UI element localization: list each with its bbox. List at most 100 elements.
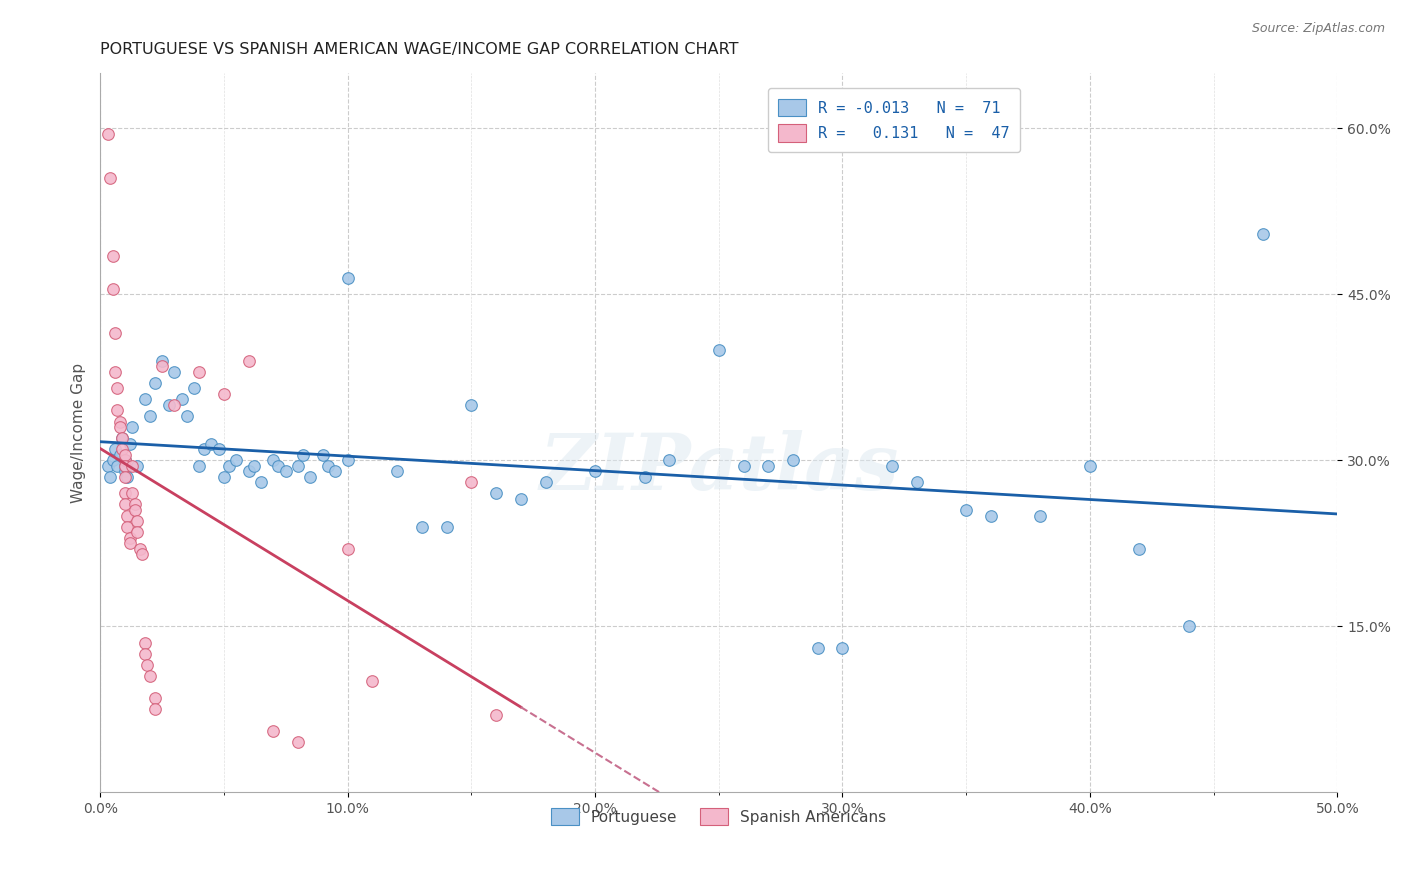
Point [485, 486, 508, 500]
Point [509, 491, 531, 506]
Point [880, 458, 903, 473]
Point [104, 365, 127, 379]
Point [183, 381, 205, 395]
Point [124, 503, 146, 517]
Point [583, 464, 606, 478]
Point [134, 647, 156, 661]
Point [121, 420, 143, 434]
Point [98, 470, 121, 484]
Point [633, 470, 655, 484]
Point [114, 486, 136, 500]
Point [188, 365, 211, 379]
Point [831, 641, 853, 656]
Point [108, 448, 131, 462]
Point [127, 525, 149, 540]
Point [128, 541, 150, 556]
Point [980, 508, 1002, 523]
Point [101, 249, 124, 263]
Point [104, 442, 127, 457]
Point [262, 724, 284, 739]
Point [111, 431, 134, 445]
Point [436, 519, 458, 533]
Point [361, 674, 384, 689]
Point [411, 519, 433, 533]
Legend: Portuguese, Spanish Americans: Portuguese, Spanish Americans [543, 798, 896, 835]
Point [756, 458, 779, 473]
Point [312, 448, 335, 462]
Point [108, 420, 131, 434]
Point [143, 690, 166, 705]
Point [138, 409, 160, 423]
Point [250, 475, 273, 490]
Point [121, 486, 143, 500]
Point [108, 415, 131, 429]
Point [114, 453, 136, 467]
Point [101, 453, 124, 467]
Text: ZIPatlas: ZIPatlas [538, 430, 898, 507]
Point [163, 398, 186, 412]
Point [96, 458, 118, 473]
Point [107, 458, 129, 473]
Point [225, 453, 247, 467]
Point [118, 531, 141, 545]
Point [150, 359, 173, 374]
Point [1178, 619, 1201, 633]
Point [114, 453, 136, 467]
Point [114, 458, 136, 473]
Point [143, 376, 166, 390]
Point [188, 458, 211, 473]
Point [212, 470, 235, 484]
Point [238, 353, 260, 368]
Point [1078, 458, 1101, 473]
Point [138, 669, 160, 683]
Point [336, 270, 359, 285]
Point [238, 464, 260, 478]
Point [1029, 508, 1052, 523]
Point [104, 326, 127, 340]
Point [101, 282, 124, 296]
Point [124, 498, 146, 512]
Point [114, 448, 136, 462]
Point [1251, 227, 1274, 241]
Point [905, 475, 928, 490]
Point [143, 702, 166, 716]
Point [114, 470, 136, 484]
Point [111, 431, 134, 445]
Point [658, 453, 681, 467]
Point [287, 735, 309, 749]
Point [121, 458, 143, 473]
Point [299, 470, 322, 484]
Point [118, 436, 141, 450]
Point [292, 448, 315, 462]
Point [127, 514, 149, 528]
Y-axis label: Wage/Income Gap: Wage/Income Gap [72, 362, 86, 503]
Point [114, 458, 136, 473]
Point [107, 403, 129, 417]
Point [111, 442, 134, 457]
Point [212, 387, 235, 401]
Point [1128, 541, 1150, 556]
Point [385, 464, 408, 478]
Point [782, 453, 804, 467]
Point [134, 635, 156, 649]
Point [460, 475, 482, 490]
Point [208, 442, 231, 457]
Point [98, 171, 121, 186]
Point [118, 536, 141, 550]
Point [134, 392, 156, 407]
Point [262, 453, 284, 467]
Point [117, 508, 139, 523]
Point [707, 343, 730, 357]
Point [170, 392, 193, 407]
Point [114, 464, 136, 478]
Point [117, 470, 139, 484]
Point [150, 353, 173, 368]
Point [136, 657, 159, 672]
Point [127, 458, 149, 473]
Point [96, 127, 118, 141]
Point [460, 398, 482, 412]
Point [287, 458, 309, 473]
Text: PORTUGUESE VS SPANISH AMERICAN WAGE/INCOME GAP CORRELATION CHART: PORTUGUESE VS SPANISH AMERICAN WAGE/INCO… [100, 42, 738, 57]
Point [485, 707, 508, 722]
Point [733, 458, 755, 473]
